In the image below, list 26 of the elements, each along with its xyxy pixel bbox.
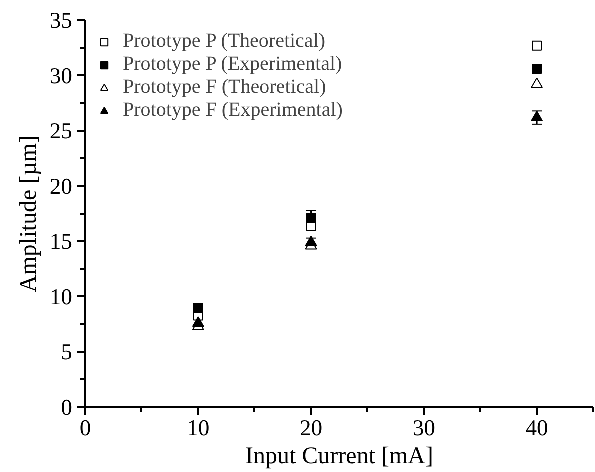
legend-label: Prototype P (Theoretical) bbox=[123, 30, 326, 53]
point bbox=[532, 40, 542, 51]
y-axis-title: Amplitude [µm] bbox=[16, 135, 42, 293]
y-tick-label: 35 bbox=[50, 8, 72, 33]
y-tick-label: 5 bbox=[61, 340, 72, 365]
legend-label: Prototype F (Theoretical) bbox=[123, 76, 326, 99]
x-tick-label: 30 bbox=[412, 416, 436, 440]
point bbox=[192, 316, 204, 328]
x-tick-label: 40 bbox=[526, 416, 548, 440]
point bbox=[531, 110, 544, 122]
y-tick-label: 15 bbox=[50, 229, 72, 254]
point bbox=[532, 64, 542, 74]
x-tick-label: 20 bbox=[300, 416, 323, 440]
x-tick-label: 10 bbox=[187, 416, 210, 440]
point bbox=[193, 302, 204, 313]
y-tick-label: 25 bbox=[50, 118, 72, 144]
y-tick-label: 10 bbox=[50, 284, 72, 310]
y-tick-label: 30 bbox=[50, 63, 72, 88]
y-tick-label: 0 bbox=[61, 395, 72, 420]
point bbox=[531, 78, 544, 88]
legend-label: Prototype P (Experimental) bbox=[123, 53, 342, 76]
point bbox=[306, 213, 316, 224]
y-tick-label: 20 bbox=[50, 174, 72, 199]
x-axis-title: Input Current [mA] bbox=[246, 444, 434, 470]
x-tick-label: 0 bbox=[80, 416, 92, 440]
legend-label: Prototype F (Experimental) bbox=[123, 99, 343, 122]
